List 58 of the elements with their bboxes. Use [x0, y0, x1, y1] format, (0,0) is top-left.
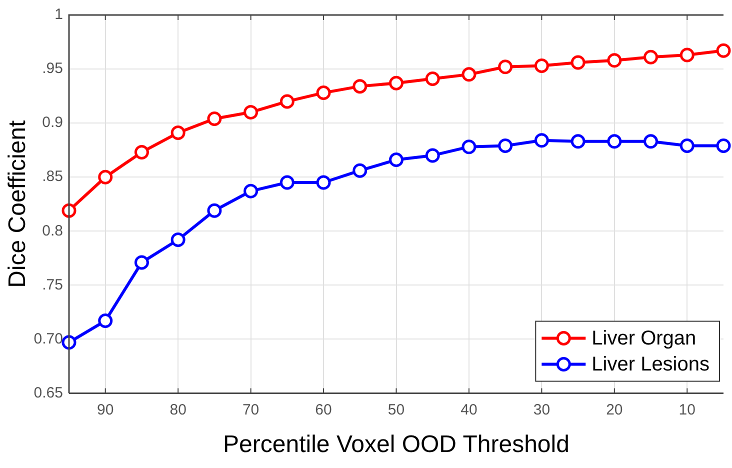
point: [462, 67, 476, 82]
point: [134, 255, 149, 270]
point: [425, 148, 440, 163]
point: [207, 111, 222, 126]
point: [607, 53, 622, 68]
y-axis-title: Dice Coefficient: [4, 120, 32, 288]
point: [644, 134, 658, 149]
point: [62, 335, 76, 350]
point: [98, 314, 113, 328]
point: [570, 55, 586, 70]
y-tick-label: 0.8: [42, 222, 63, 240]
x-tick-label: 60: [315, 401, 332, 418]
x-tick-label: 80: [170, 401, 186, 418]
x-tick-label: 40: [460, 401, 478, 418]
point: [207, 203, 222, 218]
y-tick-label: .95: [42, 60, 63, 78]
point: [534, 133, 549, 148]
y-tick-label: .85: [42, 168, 63, 186]
point: [607, 134, 622, 149]
point: [352, 163, 368, 178]
x-tick-label: 10: [678, 401, 696, 418]
x-tick-label: 30: [533, 401, 550, 418]
point: [462, 140, 476, 154]
point: [244, 184, 258, 198]
point: [680, 48, 694, 62]
y-tick-label: 0.70: [34, 330, 63, 348]
legend-label: Liver Lesions: [592, 354, 710, 376]
point: [680, 138, 694, 153]
point: [389, 76, 404, 90]
y-tick-label: .75: [42, 276, 63, 294]
point: [352, 79, 368, 94]
point: [534, 58, 549, 74]
point: [498, 138, 513, 153]
x-tick-label: 90: [97, 401, 114, 418]
point: [170, 126, 186, 140]
point: [316, 175, 331, 190]
x-tick-label: 50: [388, 401, 405, 418]
point: [244, 105, 258, 120]
point: [716, 43, 731, 58]
point: [170, 232, 186, 248]
point: [570, 134, 586, 149]
point: [425, 72, 440, 86]
y-tick-label: 0.9: [42, 114, 63, 132]
y-tick-label: 0.65: [34, 384, 63, 402]
legend-label: Liver Organ: [592, 328, 696, 350]
point: [280, 94, 294, 109]
point: [498, 60, 513, 74]
point: [98, 170, 113, 184]
x-axis-title: Percentile Voxel OOD Threshold: [223, 431, 570, 458]
point: [716, 138, 731, 153]
point: [644, 50, 658, 64]
point: [134, 144, 149, 160]
y-tick-label: 1: [54, 6, 63, 24]
x-tick-label: 20: [606, 401, 623, 418]
point: [280, 175, 294, 190]
point: [389, 152, 404, 168]
point: [316, 86, 331, 100]
x-tick-label: 70: [242, 401, 260, 418]
